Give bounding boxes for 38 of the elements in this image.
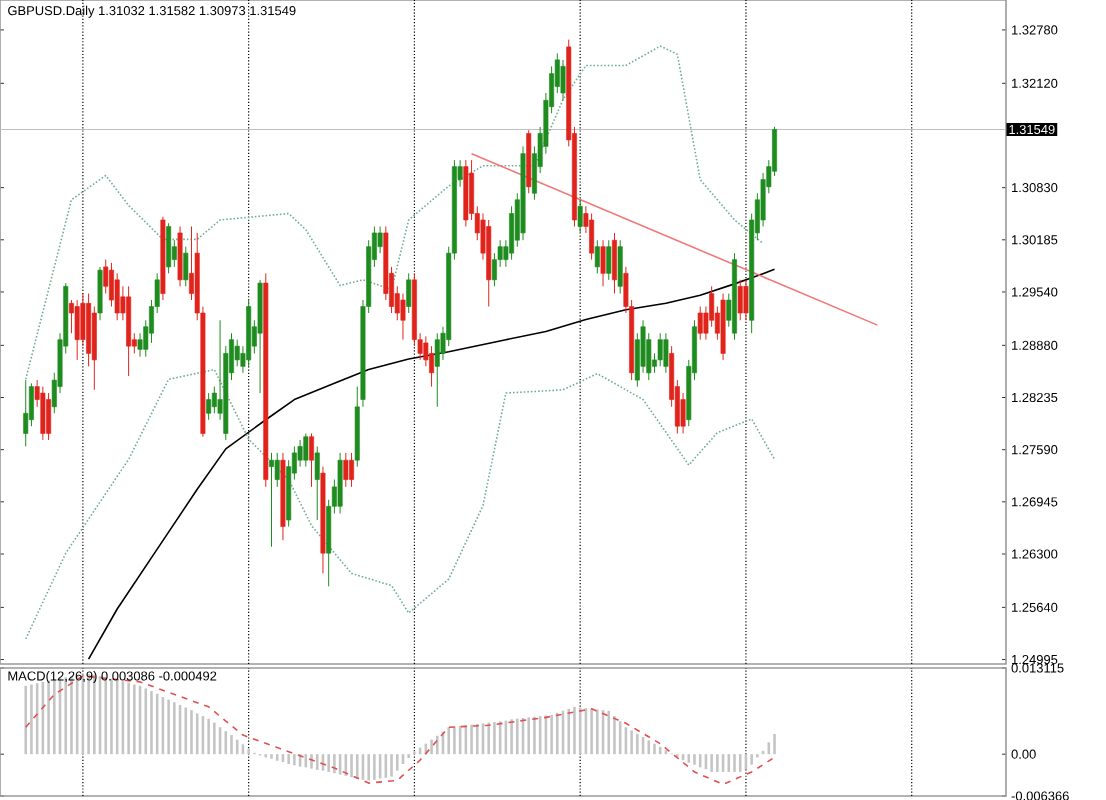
candlestick [269,452,274,548]
candlestick [400,293,406,341]
candlestick [309,433,314,488]
candlestick [343,452,349,488]
candlestick [606,239,612,281]
candlestick [377,225,383,254]
candlestick [97,266,103,321]
candlestick [680,392,686,434]
candlestick [166,222,172,274]
candlestick [234,339,240,367]
candlestick [657,332,663,367]
candlestick [206,392,212,421]
candlestick [697,306,703,341]
candlestick [303,433,309,468]
candlestick [594,239,600,274]
candlestick [349,452,354,488]
candlestick [406,272,412,314]
candlestick [560,59,566,101]
candlestick [612,232,617,295]
candlestick [137,332,143,358]
candlestick [337,452,343,515]
candlestick [577,199,583,234]
candlestick [589,213,595,261]
candlestick [46,392,52,441]
candlestick [743,279,749,321]
candlestick [600,239,606,287]
candlestick [737,279,743,321]
candlestick [314,445,320,521]
candlestick [434,332,440,408]
candlestick [183,246,189,287]
candlestick [23,379,29,447]
candlestick [74,299,80,361]
candlestick [177,225,183,287]
line-series [24,45,764,381]
line-series [24,368,776,640]
candlestick [617,239,623,295]
candlestick [663,332,669,374]
candlestick [40,386,46,441]
